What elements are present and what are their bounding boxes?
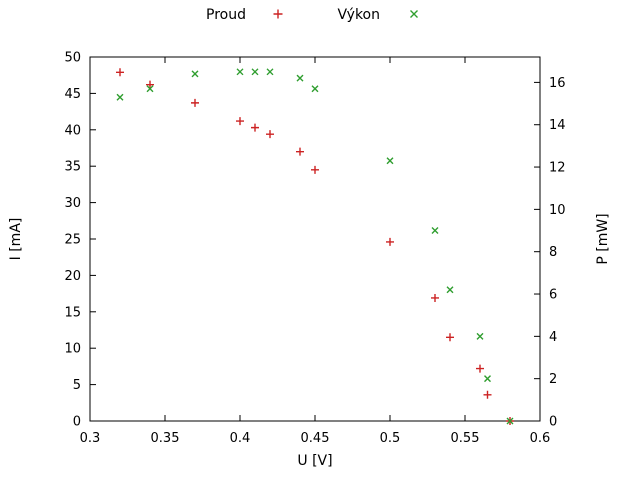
data-point-proud (483, 390, 492, 399)
x-tick-label: 0.6 (530, 431, 551, 446)
data-point-proud (446, 333, 454, 342)
data-point-proud (386, 237, 394, 246)
y1-tick-label: 25 (64, 233, 81, 248)
y2-tick-label: 4 (549, 330, 557, 345)
data-point-vykon (236, 68, 244, 76)
x-tick-label: 0.55 (451, 431, 480, 446)
y1-tick-label: 40 (64, 123, 81, 138)
legend-label-proud: Proud (206, 7, 246, 23)
data-point-vykon (266, 68, 274, 76)
x-axis-label: U [V] (297, 453, 332, 469)
y1-tick-label: 0 (73, 415, 81, 430)
legend-marker-cross-icon (410, 10, 418, 18)
x-tick-label: 0.35 (151, 431, 180, 446)
data-point-proud (296, 147, 304, 156)
y1-tick-label: 30 (64, 196, 81, 211)
data-point-vykon (431, 227, 439, 235)
y2-tick-label: 12 (549, 161, 566, 176)
plot-border (89, 56, 541, 422)
data-point-vykon (506, 417, 514, 425)
data-point-vykon (296, 74, 304, 82)
data-point-proud (476, 364, 484, 373)
data-point-proud (266, 130, 274, 139)
data-point-vykon (476, 332, 484, 340)
data-point-vykon (386, 157, 394, 165)
data-point-vykon (484, 375, 491, 383)
x-tick-label: 0.4 (230, 431, 251, 446)
y1-tick-label: 50 (64, 51, 81, 66)
x-tick-label: 0.3 (80, 431, 101, 446)
legend-marker-plus-icon (273, 9, 283, 19)
y1-tick-label: 15 (64, 305, 81, 320)
data-point-proud (251, 123, 259, 132)
y2-tick-label: 6 (549, 288, 557, 303)
data-point-proud (116, 68, 124, 77)
y1-tick-label: 20 (64, 269, 81, 284)
x-tick-label: 0.5 (380, 431, 401, 446)
y1-tick-label: 10 (64, 342, 81, 357)
y1-tick-label: 45 (64, 87, 81, 102)
legend-label-vykon: Výkon (337, 7, 380, 23)
data-point-vykon (251, 68, 259, 76)
y2-tick-label: 16 (549, 76, 566, 91)
y2-tick-label: 10 (549, 203, 566, 218)
y1-axis-label: I [mA] (8, 218, 24, 261)
data-point-proud (146, 80, 154, 89)
data-point-proud (431, 293, 439, 302)
data-point-vykon (146, 85, 154, 93)
data-point-vykon (191, 70, 199, 78)
data-point-proud (191, 98, 199, 107)
x-tick-label: 0.45 (301, 431, 330, 446)
data-point-proud (311, 165, 319, 174)
y2-axis-label: P [mW] (595, 213, 611, 264)
y2-tick-label: 8 (549, 245, 557, 260)
data-point-vykon (446, 286, 454, 294)
data-point-vykon (311, 85, 319, 93)
y2-tick-label: 0 (549, 415, 557, 430)
y2-tick-label: 14 (549, 118, 566, 133)
data-point-proud (236, 117, 244, 126)
y1-tick-label: 5 (73, 378, 81, 393)
y1-tick-label: 35 (64, 160, 81, 175)
y2-tick-label: 2 (549, 372, 557, 387)
data-point-vykon (116, 93, 124, 101)
